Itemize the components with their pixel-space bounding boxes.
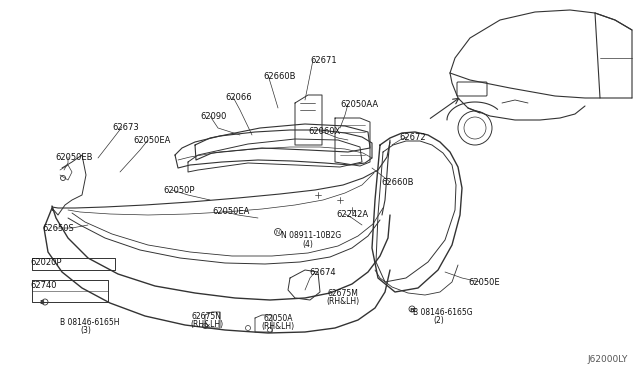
Text: N 08911-10B2G: N 08911-10B2G (281, 231, 341, 240)
Text: 62050E: 62050E (468, 278, 500, 287)
Text: 62050EA: 62050EA (133, 136, 170, 145)
Text: B: B (410, 308, 415, 312)
Text: 62090: 62090 (200, 112, 227, 121)
Text: 62050P: 62050P (163, 186, 195, 195)
Text: (RH&LH): (RH&LH) (326, 297, 359, 306)
Text: B 08146-6165G: B 08146-6165G (413, 308, 472, 317)
Text: 62674: 62674 (309, 268, 335, 277)
Text: 62671: 62671 (310, 56, 337, 65)
Text: 62675M: 62675M (328, 289, 359, 298)
Text: 62050EB: 62050EB (55, 153, 93, 162)
Text: J62000LY: J62000LY (588, 355, 628, 364)
Text: 62050A: 62050A (263, 314, 292, 323)
Text: (2): (2) (433, 316, 444, 325)
Text: 62050AA: 62050AA (340, 100, 378, 109)
Text: B 08146-6165H: B 08146-6165H (60, 318, 120, 327)
Text: 62673: 62673 (112, 123, 139, 132)
Text: 62060X: 62060X (308, 127, 340, 136)
Text: (3): (3) (80, 326, 91, 335)
Text: 62660B: 62660B (263, 72, 296, 81)
Text: N: N (276, 231, 280, 235)
Text: 62650S: 62650S (42, 224, 74, 233)
Text: 62066: 62066 (225, 93, 252, 102)
Text: 62020P: 62020P (30, 258, 61, 267)
Text: 62740: 62740 (30, 281, 56, 290)
Text: (4): (4) (302, 240, 313, 249)
Text: 62050EA: 62050EA (212, 207, 250, 216)
Text: 62675N: 62675N (192, 312, 222, 321)
Text: 62672: 62672 (399, 133, 426, 142)
Text: 62242A: 62242A (336, 210, 368, 219)
Text: (RH&LH): (RH&LH) (190, 320, 223, 329)
Text: (RH&LH): (RH&LH) (261, 322, 294, 331)
Text: B: B (40, 301, 44, 305)
Text: 62660B: 62660B (381, 178, 413, 187)
